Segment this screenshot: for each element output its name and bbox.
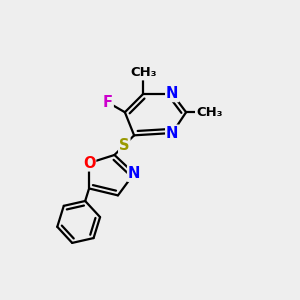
Text: CH₃: CH₃ xyxy=(130,67,157,80)
Text: S: S xyxy=(119,138,130,153)
Text: N: N xyxy=(128,166,140,181)
Text: O: O xyxy=(83,155,95,170)
Text: CH₃: CH₃ xyxy=(196,106,222,119)
Text: N: N xyxy=(166,125,178,140)
Text: F: F xyxy=(103,95,113,110)
Text: N: N xyxy=(166,86,178,101)
